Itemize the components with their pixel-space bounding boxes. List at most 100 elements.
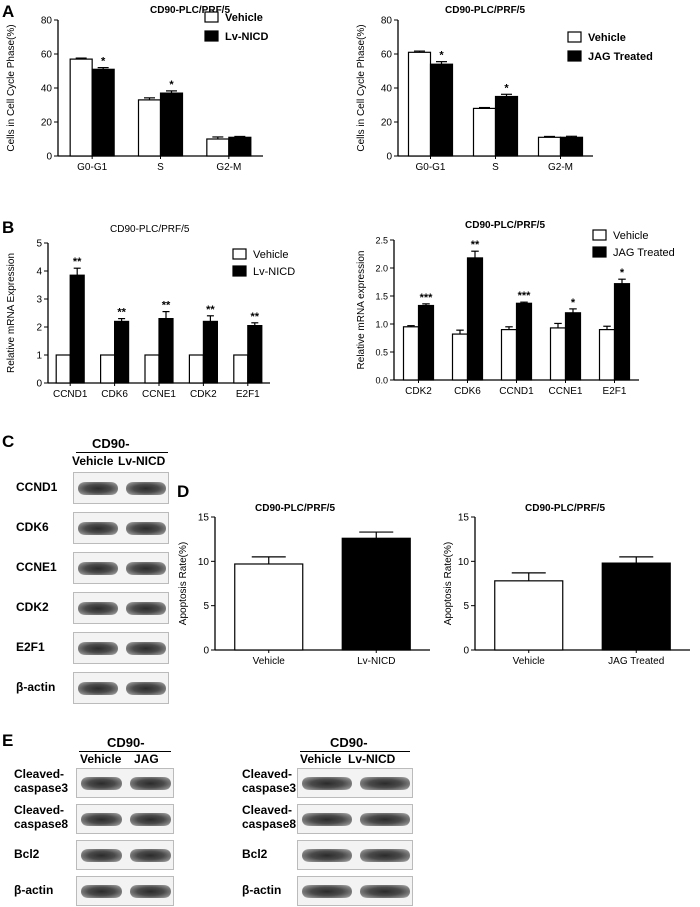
- legend-label: JAG Treated: [588, 51, 653, 63]
- y-tick-label: 0: [203, 646, 209, 657]
- y-tick-label: 20: [41, 118, 53, 129]
- blot-membrane: [297, 840, 413, 870]
- significance-label: **: [206, 304, 215, 316]
- y-tick-label: 4: [36, 267, 42, 278]
- x-tick-label: CDK2: [405, 386, 432, 397]
- blot-row-label: Cleaved-caspase3: [242, 767, 297, 795]
- blot-band: [130, 849, 171, 862]
- significance-label: *: [571, 297, 576, 309]
- panel-letter-a: A: [2, 2, 15, 21]
- x-tick-label: CCNE1: [142, 389, 176, 400]
- significance-label: **: [73, 256, 82, 268]
- blot-band: [78, 522, 118, 535]
- blot-band: [302, 849, 352, 862]
- blot-band: [126, 642, 166, 655]
- y-axis-label: Relative mRNA Expression: [6, 253, 17, 373]
- bar: [202, 320, 218, 384]
- significance-label: **: [251, 311, 260, 323]
- blot-band: [360, 849, 410, 862]
- y-axis-label: Cells in Cell Cycle Phase(%): [6, 24, 17, 151]
- x-tick-label: CDK6: [101, 389, 128, 400]
- blot-el-header: CD90-: [107, 735, 145, 750]
- y-tick-label: 2: [36, 323, 42, 334]
- blot-row-label: CCNE1: [16, 560, 57, 574]
- significance-label: *: [620, 267, 625, 279]
- blot-el-lane-1: Vehicle: [80, 752, 122, 766]
- y-tick-label: 3: [36, 295, 42, 306]
- blot-er-header: CD90-: [330, 735, 368, 750]
- chart-title: CD90-PLC/PRF/5: [255, 503, 335, 514]
- y-tick-label: 0: [36, 379, 42, 390]
- x-tick-label: E2F1: [603, 386, 627, 397]
- bar: [429, 63, 454, 157]
- blot-membrane: [73, 632, 169, 664]
- y-axis-label: Cells in Cell Cycle Phase(%): [356, 24, 367, 151]
- blot-band: [130, 777, 171, 790]
- y-tick-label: 2.5: [375, 236, 388, 246]
- bar: [247, 324, 263, 384]
- blot-c-header-line: [76, 452, 168, 453]
- bar: [402, 326, 420, 381]
- bar: [549, 327, 567, 381]
- blot-row-label: β-actin: [16, 680, 56, 694]
- chart-b1: CD90-PLC/PRF/5 0 1 2 3 4 5 Relative mRNA Expres…: [6, 224, 295, 400]
- western-blot-c: CD90- Vehicle Lv-NICD CCND1 CDK6 CCNE1 CDK2…: [0, 430, 175, 730]
- bar: [451, 333, 469, 381]
- bar: [233, 354, 249, 384]
- y-tick-label: 5: [36, 239, 42, 250]
- legend-swatch: [567, 31, 582, 43]
- bar: [537, 136, 562, 157]
- x-tick-label: Vehicle: [253, 656, 286, 667]
- western-blot-e-right: CD90- Vehicle Lv-NICD Cleaved-caspase3 Cl…: [240, 735, 420, 907]
- blot-band: [360, 813, 410, 826]
- chart-plot-area: CD90-PLC/PRF/5 0 5 10 15 Apoptosis Rate(%) Veh…: [178, 503, 430, 667]
- y-tick-label: 80: [41, 16, 53, 27]
- bar: [601, 562, 671, 651]
- chart-d1: CD90-PLC/PRF/5 0 5 10 15 Apoptosis Rate(%) Veh…: [178, 503, 430, 667]
- legend-swatch: [232, 265, 247, 277]
- blot-row-label: CDK2: [16, 600, 49, 614]
- blot-band: [302, 813, 352, 826]
- chart-title: CD90-PLC/PRF/5: [110, 224, 190, 235]
- legend-swatch: [232, 248, 247, 260]
- blot-membrane: [76, 804, 174, 834]
- x-tick-label: G0-G1: [415, 162, 445, 173]
- y-tick-label: 60: [381, 50, 393, 61]
- bar: [69, 58, 93, 157]
- y-tick-label: 40: [381, 84, 393, 95]
- blot-row-label: Bcl2: [14, 847, 40, 861]
- blot-membrane: [76, 840, 174, 870]
- bar: [515, 302, 533, 381]
- x-tick-label: S: [492, 162, 499, 173]
- blot-row-label: CCND1: [16, 480, 58, 494]
- blot-row-label: β-actin: [242, 883, 282, 897]
- x-tick-label: CDK2: [190, 389, 217, 400]
- blot-row-label: Bcl2: [242, 847, 268, 861]
- y-tick-label: 0.0: [375, 376, 388, 386]
- y-tick-label: 80: [381, 16, 393, 27]
- blot-band: [302, 777, 352, 790]
- significance-label: ***: [420, 292, 434, 304]
- bar: [466, 257, 484, 381]
- bar: [159, 92, 184, 157]
- panel-letter-c: C: [2, 432, 15, 451]
- significance-label: *: [169, 79, 174, 91]
- legend-label: Vehicle: [253, 249, 288, 261]
- x-tick-label: CCNE1: [549, 386, 583, 397]
- significance-label: *: [101, 56, 106, 68]
- y-tick-label: 15: [458, 513, 470, 524]
- y-tick-label: 2.0: [375, 264, 388, 274]
- blot-membrane: [76, 768, 174, 798]
- blot-er-header-line: [300, 751, 410, 752]
- panel-letter-d: D: [177, 482, 190, 501]
- y-tick-label: 0: [463, 646, 469, 657]
- bar: [113, 320, 130, 384]
- x-tick-label: JAG Treated: [608, 656, 664, 667]
- bar: [188, 354, 204, 384]
- blot-band: [81, 777, 122, 790]
- blot-band: [130, 813, 171, 826]
- bar: [234, 563, 304, 651]
- y-tick-label: 10: [198, 557, 210, 568]
- blot-band: [126, 562, 166, 575]
- x-tick-label: S: [157, 162, 164, 173]
